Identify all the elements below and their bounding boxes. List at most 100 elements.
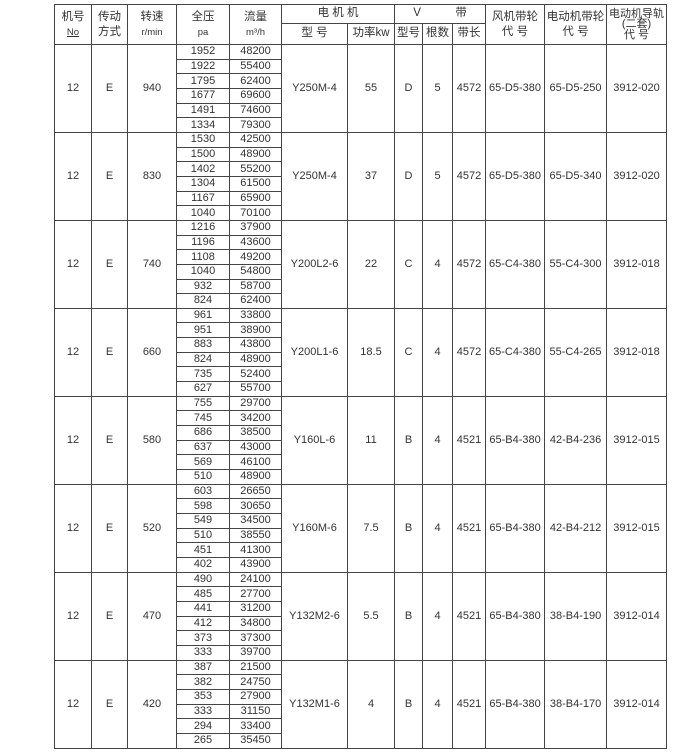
header-drive: 传动 方式 bbox=[91, 4, 128, 45]
header-motor-power: 功率kw bbox=[346, 23, 396, 45]
cell-motor-power: 55 bbox=[346, 44, 396, 133]
header-vbelt-count: 根数 bbox=[422, 23, 454, 45]
cell-pressure: 569 bbox=[176, 454, 230, 471]
cell-drive: E bbox=[91, 395, 128, 485]
cell-flow: 48900 bbox=[229, 469, 282, 485]
cell-motor-pulley: 42-B4-236 bbox=[544, 395, 608, 485]
cell-machine-no: 12 bbox=[54, 219, 92, 309]
cell-vbelt-count: 5 bbox=[422, 44, 454, 133]
cell-fan-pulley: 65-C4-380 bbox=[485, 307, 546, 397]
label-mid: (二套) bbox=[621, 18, 652, 31]
cell-pressure: 1500 bbox=[176, 146, 230, 163]
header-motor-model: 型 号 bbox=[281, 23, 348, 45]
cell-fan-pulley: 65-B4-380 bbox=[485, 571, 546, 661]
cell-flow: 33800 bbox=[229, 307, 282, 324]
cell-pressure: 637 bbox=[176, 439, 230, 456]
table-row: 598 30650 bbox=[55, 498, 667, 514]
table-row: 441 31200 bbox=[55, 600, 667, 617]
cell-flow: 52400 bbox=[229, 366, 282, 383]
cell-pressure: 265 bbox=[176, 732, 230, 749]
cell-pressure: 883 bbox=[176, 337, 230, 353]
header-row-2: 型 号 功率kw 型号 根数 带长 bbox=[55, 23, 667, 45]
table-row: 373 37300 bbox=[55, 630, 667, 646]
cell-flow: 21500 bbox=[229, 659, 282, 676]
cell-vbelt-type: C bbox=[394, 307, 424, 397]
table-row: 333 31150 bbox=[55, 703, 667, 720]
header-vbelt-length: 带长 bbox=[452, 23, 487, 45]
cell-drive: E bbox=[91, 219, 128, 309]
cell-fan-pulley: 65-B4-380 bbox=[485, 395, 546, 485]
cell-flow: 31200 bbox=[229, 600, 282, 617]
table-body: 12 E 940 1952 48200 Y250M-4 55 D 5 4572 65-D5-380 6… bbox=[54, 44, 668, 749]
cell-pressure: 294 bbox=[176, 718, 230, 734]
cell-pressure: 441 bbox=[176, 600, 230, 617]
cell-pressure: 510 bbox=[176, 469, 230, 485]
cell-flow: 61500 bbox=[229, 175, 282, 192]
label-sub: r/min bbox=[141, 26, 163, 38]
cell-motor-pulley: 38-B4-190 bbox=[544, 571, 608, 661]
cell-pressure: 402 bbox=[176, 556, 230, 573]
label-sub: pa bbox=[197, 26, 209, 38]
table-row: 12 E 940 1952 48200 Y250M-4 55 D 5 4572 65-D5-380 6… bbox=[54, 44, 668, 133]
cell-motor-power: 22 bbox=[346, 219, 396, 309]
cell-motor-power: 11 bbox=[346, 395, 396, 485]
cell-motor-pulley: 55-C4-300 bbox=[544, 219, 608, 309]
cell-motor-pulley: 42-B4-212 bbox=[544, 483, 608, 573]
cell-drive: E bbox=[91, 131, 128, 221]
table-row: 951 38900 bbox=[55, 322, 667, 339]
cell-flow: 69600 bbox=[229, 87, 282, 104]
cell-flow: 27900 bbox=[229, 688, 282, 705]
table-row: 1167 65900 bbox=[55, 190, 667, 207]
header-vbelt-type: 型号 bbox=[394, 23, 424, 45]
cell-speed: 660 bbox=[127, 307, 177, 397]
cell-flow: 55200 bbox=[229, 161, 282, 177]
cell-pressure: 686 bbox=[176, 425, 230, 441]
cell-pressure: 1196 bbox=[176, 234, 230, 251]
header-speed: 转速 r/min bbox=[127, 4, 177, 45]
cell-flow: 29700 bbox=[229, 395, 282, 412]
cell-motor-pulley: 65-D5-250 bbox=[544, 44, 608, 133]
cell-pressure: 735 bbox=[176, 366, 230, 383]
cell-fan-pulley: 65-B4-380 bbox=[485, 659, 546, 749]
table-row: 12 E 740 1216 37900 Y200L2-6 22 C 4 4572 65-C4-380… bbox=[54, 219, 668, 309]
label: 传动 bbox=[98, 11, 121, 24]
cell-pressure: 451 bbox=[176, 542, 230, 558]
table-row: 824 62400 bbox=[55, 293, 667, 309]
cell-pressure: 1167 bbox=[176, 190, 230, 207]
cell-flow: 34200 bbox=[229, 410, 282, 427]
cell-vbelt-count: 4 bbox=[422, 659, 454, 749]
header-rail: 电动机导轨 (二套) 代 号 bbox=[606, 4, 668, 45]
table-row: 353 27900 bbox=[55, 688, 667, 705]
cell-flow: 26650 bbox=[229, 483, 282, 500]
label: 电动机带轮 bbox=[546, 11, 605, 24]
cell-flow: 48900 bbox=[229, 351, 282, 368]
cell-vbelt-length: 4572 bbox=[452, 219, 487, 309]
cell-rail: 3912-015 bbox=[606, 395, 668, 485]
cell-speed: 740 bbox=[127, 219, 177, 309]
cell-pressure: 932 bbox=[176, 278, 230, 295]
cell-motor-power: 7.5 bbox=[346, 483, 396, 573]
header-flow: 流量 m³/h bbox=[229, 4, 282, 45]
cell-vbelt-length: 4521 bbox=[452, 395, 487, 485]
cell-flow: 30650 bbox=[229, 498, 282, 514]
table-row: 627 55700 bbox=[55, 381, 667, 397]
table-row: 294 33400 bbox=[55, 718, 667, 734]
cell-motor-power: 18.5 bbox=[346, 307, 396, 397]
cell-vbelt-count: 4 bbox=[422, 571, 454, 661]
cell-motor-power: 5.5 bbox=[346, 571, 396, 661]
cell-vbelt-type: B bbox=[394, 483, 424, 573]
cell-motor-model: Y250M-4 bbox=[281, 44, 348, 133]
label-sub: 代 号 bbox=[501, 25, 529, 38]
cell-speed: 830 bbox=[127, 131, 177, 221]
cell-vbelt-length: 4572 bbox=[452, 131, 487, 221]
cell-motor-model: Y250M-4 bbox=[281, 131, 348, 221]
cell-flow: 24750 bbox=[229, 674, 282, 690]
table-row: 735 52400 bbox=[55, 366, 667, 383]
cell-machine-no: 12 bbox=[54, 395, 92, 485]
cell-motor-model: Y160L-6 bbox=[281, 395, 348, 485]
cell-pressure: 1040 bbox=[176, 205, 230, 221]
cell-vbelt-type: B bbox=[394, 571, 424, 661]
header-row-1: 机号 No 传动 方式 转速 r/min 全压 pa 流量 m³/h 电 机 机 V 带 … bbox=[54, 4, 668, 45]
table-row: 1402 55200 bbox=[55, 161, 667, 177]
cell-speed: 520 bbox=[127, 483, 177, 573]
